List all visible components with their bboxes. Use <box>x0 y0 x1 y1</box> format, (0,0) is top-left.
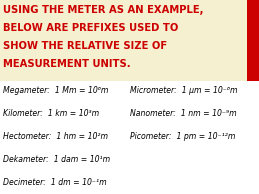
Text: Decimeter:  1 dm = 10⁻¹m: Decimeter: 1 dm = 10⁻¹m <box>3 178 107 187</box>
Text: MEASUREMENT UNITS.: MEASUREMENT UNITS. <box>3 59 131 69</box>
Text: Kilometer:  1 km = 10³m: Kilometer: 1 km = 10³m <box>3 109 99 118</box>
FancyBboxPatch shape <box>247 0 259 81</box>
Text: Megameter:  1 Mm = 10⁶m: Megameter: 1 Mm = 10⁶m <box>3 86 109 95</box>
Text: Micrometer:  1 μm = 10⁻⁶m: Micrometer: 1 μm = 10⁻⁶m <box>130 86 237 95</box>
Text: SHOW THE RELATIVE SIZE OF: SHOW THE RELATIVE SIZE OF <box>3 41 167 51</box>
Text: Dekameter:  1 dam = 10¹m: Dekameter: 1 dam = 10¹m <box>3 155 110 164</box>
FancyBboxPatch shape <box>0 0 259 81</box>
Text: Picometer:  1 pm = 10⁻¹²m: Picometer: 1 pm = 10⁻¹²m <box>130 132 235 141</box>
Text: Nanometer:  1 nm = 10⁻⁹m: Nanometer: 1 nm = 10⁻⁹m <box>130 109 236 118</box>
Text: USING THE METER AS AN EXAMPLE,: USING THE METER AS AN EXAMPLE, <box>3 5 204 15</box>
Text: Hectometer:  1 hm = 10²m: Hectometer: 1 hm = 10²m <box>3 132 108 141</box>
Text: BELOW ARE PREFIXES USED TO: BELOW ARE PREFIXES USED TO <box>3 23 178 33</box>
